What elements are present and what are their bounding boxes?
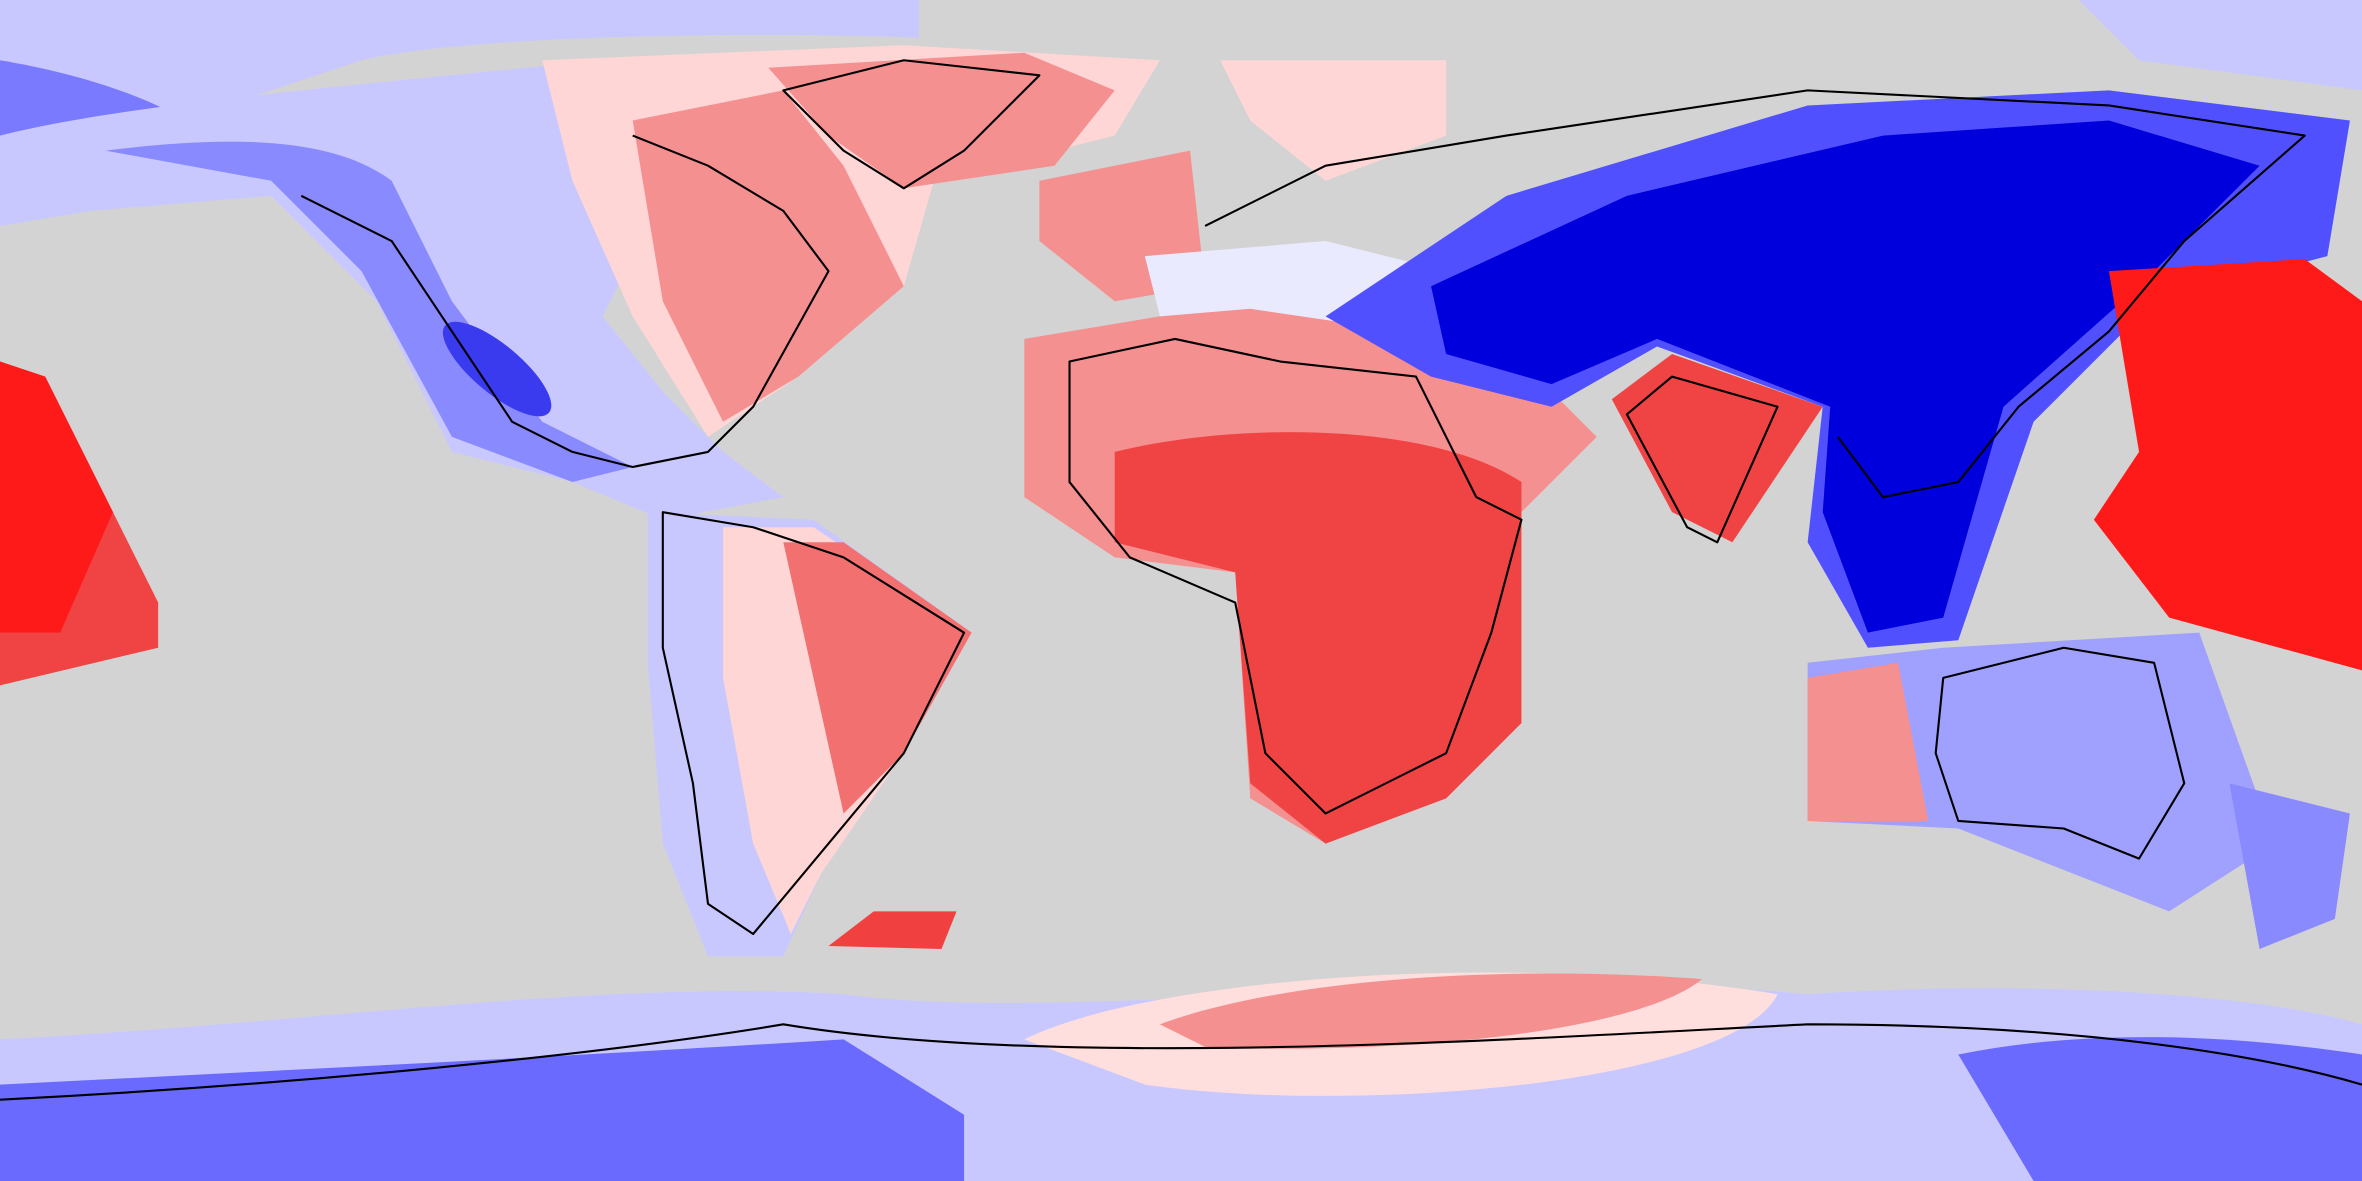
us-low xyxy=(442,321,552,417)
falklands-red xyxy=(828,911,957,950)
coastline xyxy=(661,511,966,936)
antarctic-blue xyxy=(1958,1037,2362,1181)
arctic-band xyxy=(2078,0,2362,91)
coastline xyxy=(782,59,1041,190)
coastline xyxy=(1934,646,2186,860)
indian-ocean-salmon xyxy=(1807,662,1929,821)
pacific-red xyxy=(2093,259,2362,671)
india-red xyxy=(1611,353,1823,543)
coastline xyxy=(0,1023,2362,1101)
antarctic-blue xyxy=(0,1039,965,1181)
new-zealand-blue xyxy=(2229,783,2350,950)
coastline xyxy=(1068,337,1523,815)
scandinavia-pink xyxy=(1220,60,1447,181)
antarctic-salmon xyxy=(1159,973,1703,1049)
canada-salmon xyxy=(632,90,904,422)
pacific-red-west-core xyxy=(0,361,113,633)
coastline xyxy=(1625,375,1779,544)
coastline xyxy=(1204,89,2306,499)
coastline xyxy=(300,134,830,469)
asia-dark-blue xyxy=(1431,120,2260,633)
australia-blue xyxy=(1807,632,2275,912)
south-america-red xyxy=(783,542,972,814)
arctic-band xyxy=(0,0,919,121)
africa-red xyxy=(1114,432,1522,844)
